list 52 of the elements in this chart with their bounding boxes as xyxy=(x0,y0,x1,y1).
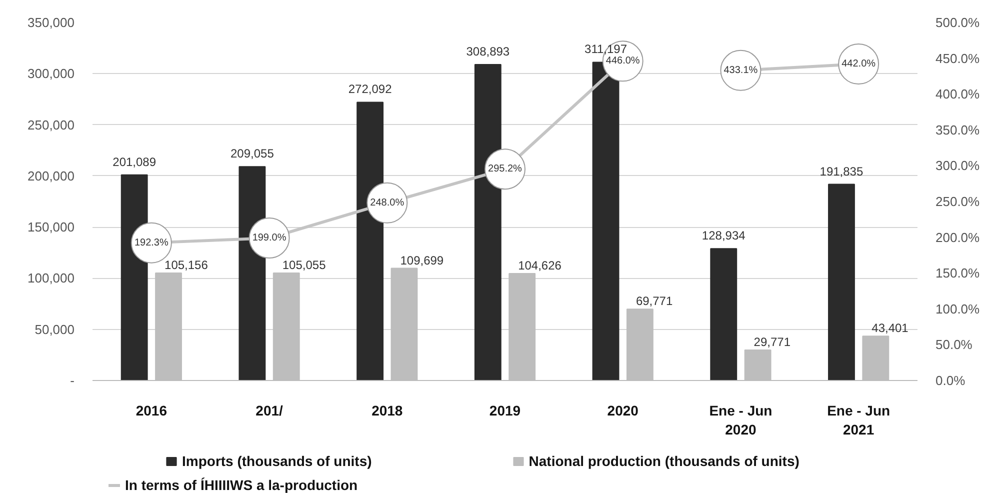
y-tick-label: 350,000 xyxy=(28,15,75,30)
y2-tick-label: 250.0% xyxy=(936,194,980,209)
data-label: 446.0% xyxy=(606,56,640,67)
y-tick-label: - xyxy=(70,373,75,388)
y-tick-label: 150,000 xyxy=(28,220,75,235)
data-label: 201,089 xyxy=(112,154,156,169)
data-label: 109,699 xyxy=(400,253,444,268)
data-label: 442.0% xyxy=(842,58,876,70)
y-tick-label: 200,000 xyxy=(28,168,75,184)
y2-tick-label: 200.0% xyxy=(936,230,980,245)
data-label: 272,092 xyxy=(348,82,392,96)
y-tick-label: 100,000 xyxy=(28,270,75,286)
legend-label: National production (thousands of units) xyxy=(528,453,800,469)
data-label: 29,771 xyxy=(754,335,791,350)
data-label: 105,055 xyxy=(282,258,326,272)
x-tick-label: 2016 xyxy=(136,402,168,418)
y-tick-label: 250,000 xyxy=(28,117,75,132)
y2-tick-label: 50.0% xyxy=(936,337,973,352)
x-tick-label: 201/ xyxy=(256,402,284,418)
y2-tick-label: 500.0% xyxy=(936,15,980,30)
x-tick-label: 2018 xyxy=(372,402,403,418)
legend-label: In terms of ÍHIIIIWS a la-production xyxy=(125,477,358,493)
data-label: 128,934 xyxy=(702,228,746,243)
bar xyxy=(828,184,855,380)
y2-tick-label: 350.0% xyxy=(936,122,980,138)
x-tick-label: Ene - Jun 2020 xyxy=(709,402,772,438)
data-label: 308,893 xyxy=(466,44,510,59)
data-label: 209,055 xyxy=(230,146,274,161)
x-tick-label: 2019 xyxy=(489,402,521,418)
y-tick-label: 300,000 xyxy=(28,66,75,82)
data-label: 43,401 xyxy=(872,321,909,336)
data-label: 199.0% xyxy=(252,232,286,244)
data-label: 433.1% xyxy=(724,64,758,76)
y2-tick-label: 300.0% xyxy=(936,158,980,174)
y2-tick-label: 450.0% xyxy=(936,50,980,66)
data-label: 191,835 xyxy=(820,164,864,178)
data-label: 192.3% xyxy=(134,237,168,248)
data-label: 105,156 xyxy=(164,258,208,272)
y2-tick-label: 100.0% xyxy=(936,301,980,316)
x-tick-label: 2020 xyxy=(607,402,639,418)
y-tick-label: 50,000 xyxy=(34,322,75,337)
data-label: 104,626 xyxy=(518,258,562,272)
legend-label: Imports (thousands of units) xyxy=(182,453,372,469)
y2-tick-label: 150.0% xyxy=(936,266,980,281)
bar xyxy=(710,248,738,380)
data-label: 311,197 xyxy=(584,42,628,56)
x-tick-label: Ene - Jun 2021 xyxy=(827,402,890,438)
y2-tick-label: 400.0% xyxy=(936,86,980,102)
data-label: 295.2% xyxy=(488,164,522,175)
y2-tick-label: 0.0% xyxy=(936,373,966,388)
data-label: 69,771 xyxy=(636,294,673,308)
data-label: 248.0% xyxy=(370,197,404,208)
